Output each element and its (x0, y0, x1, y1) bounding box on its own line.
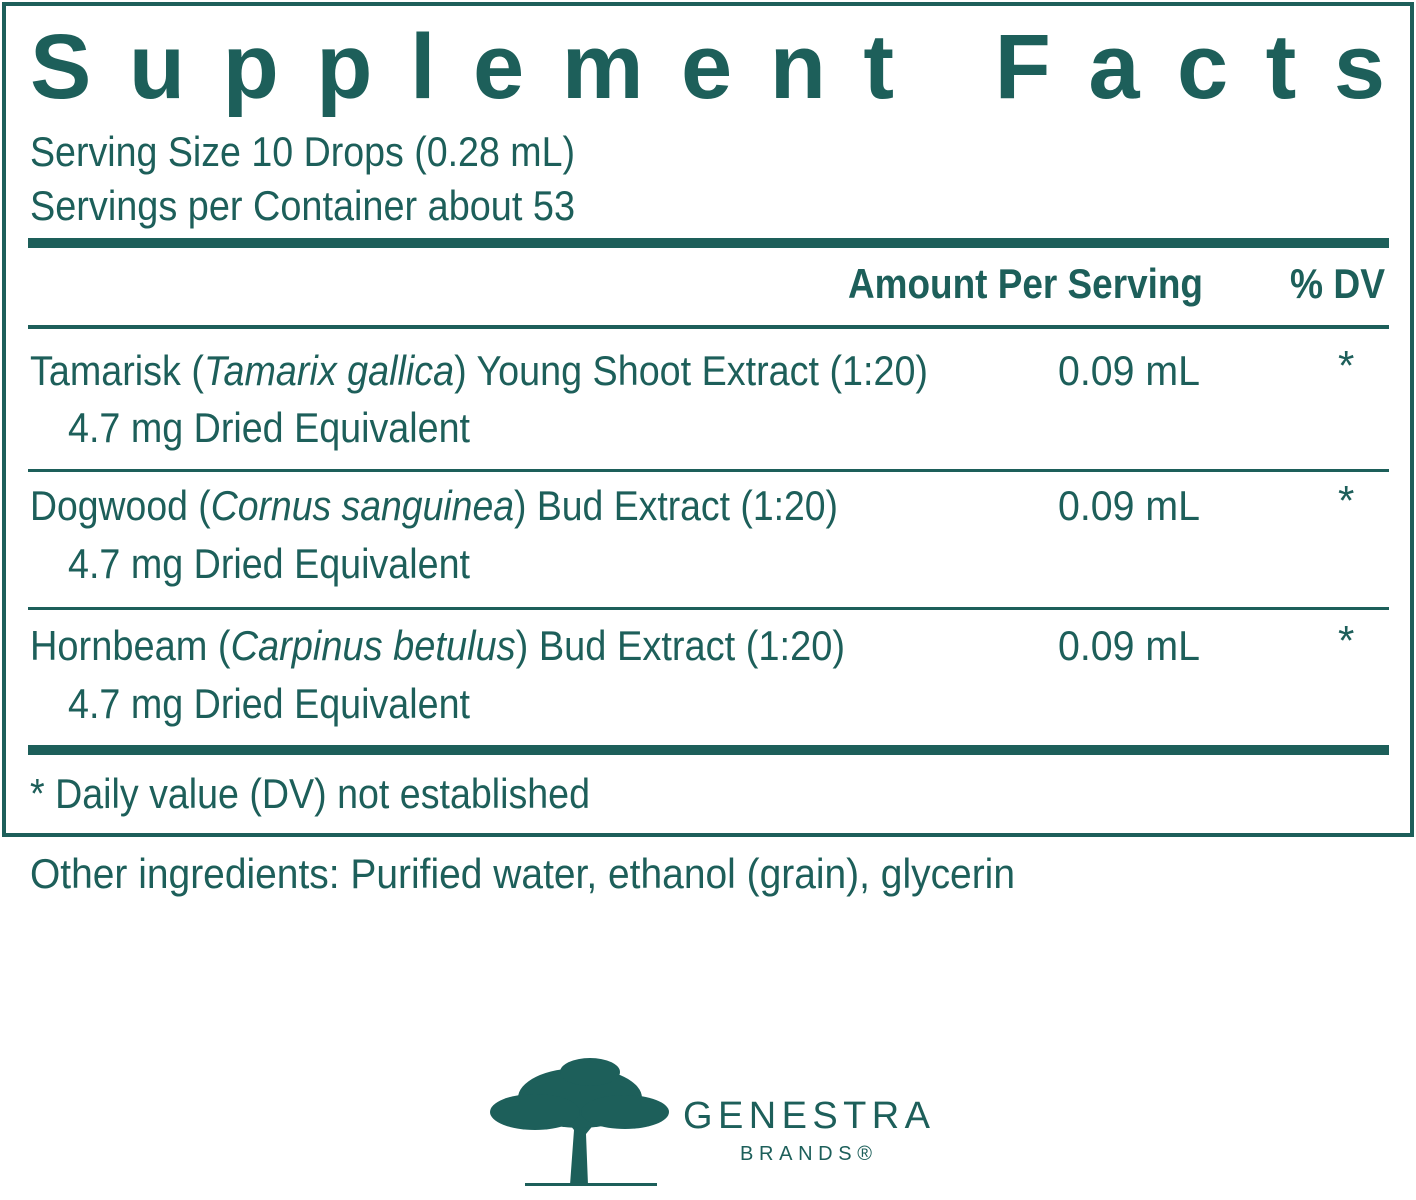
name-part: Dogwood ( (30, 482, 211, 529)
ingredient-name: Tamarisk (Tamarix gallica) Young Shoot E… (30, 347, 928, 394)
name-part: ) Bud Extract (1:20) (516, 622, 845, 669)
ingredient-sub: 4.7 mg Dried Equivalent (68, 540, 470, 587)
rule (28, 607, 1389, 610)
name-part: ) Young Shoot Extract (1:20) (454, 347, 928, 394)
dv: * (1338, 617, 1354, 664)
title: Supplement Facts (30, 16, 1385, 118)
latin-name: Cornus sanguinea (211, 482, 514, 529)
ingredient-name: Dogwood (Cornus sanguinea) Bud Extract (… (30, 482, 838, 529)
ingredient-name: Hornbeam (Carpinus betulus) Bud Extract … (30, 622, 845, 669)
amount: 0.09 mL (1058, 622, 1200, 669)
facts-box (2, 2, 1414, 837)
ingredient-sub: 4.7 mg Dried Equivalent (68, 404, 470, 451)
latin-name: Tamarix gallica (204, 347, 454, 394)
amount: 0.09 mL (1058, 347, 1200, 394)
brand-sub: BRANDS® (740, 1143, 872, 1165)
name-part: Tamarisk ( (30, 347, 204, 394)
servings-per-container: Servings per Container about 53 (30, 182, 575, 229)
serving-size: Serving Size 10 Drops (0.28 mL) (30, 128, 575, 175)
rule (28, 325, 1389, 329)
name-part: Hornbeam ( (30, 622, 231, 669)
thick-rule (28, 238, 1389, 248)
brand-name: GENESTRA (683, 1095, 931, 1137)
amount: 0.09 mL (1058, 482, 1200, 529)
amount-header: Amount Per Serving (848, 260, 1203, 307)
dv-header: % DV (1290, 260, 1385, 307)
footnote: * Daily value (DV) not established (30, 770, 590, 817)
tree-logo (490, 1058, 669, 1186)
dv: * (1338, 342, 1354, 389)
other-ingredients: Other ingredients: Purified water, ethan… (30, 850, 1015, 897)
name-part: ) Bud Extract (1:20) (514, 482, 838, 529)
thick-rule (28, 745, 1389, 755)
latin-name: Carpinus betulus (231, 622, 516, 669)
ingredient-sub: 4.7 mg Dried Equivalent (68, 680, 470, 727)
rule (28, 469, 1389, 472)
dv: * (1338, 477, 1354, 524)
